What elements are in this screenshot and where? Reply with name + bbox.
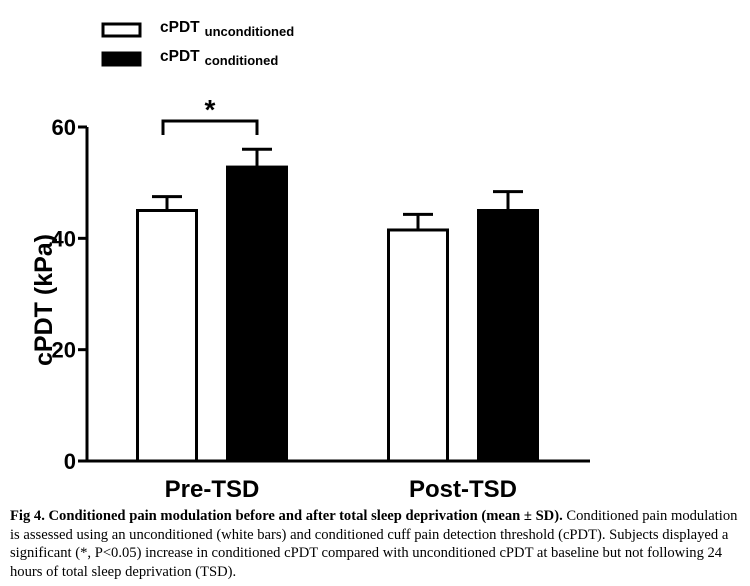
legend-label: cPDT conditioned xyxy=(160,48,278,68)
bar-conditioned-post-tsd xyxy=(477,209,539,463)
bracket-line xyxy=(161,119,259,135)
legend-label: cPDT unconditioned xyxy=(160,19,294,39)
y-tick-label: 20 xyxy=(52,338,76,363)
significance-bracket: * xyxy=(161,94,259,135)
y-axis: 0 20 40 60 xyxy=(52,115,89,474)
y-axis-label: cPDT (kPa) xyxy=(30,234,58,366)
x-tick-label: Pre-TSD xyxy=(165,476,260,500)
y-tick-label: 40 xyxy=(52,226,76,251)
chart: cPDT unconditioned cPDT conditioned cPDT (k… xyxy=(30,19,590,500)
figure-caption: Fig 4. Conditioned pain modulation befor… xyxy=(10,507,742,581)
caption-title: Fig 4. Conditioned pain modulation befor… xyxy=(10,508,563,524)
x-tick-label: Post-TSD xyxy=(409,476,517,500)
legend: cPDT unconditioned cPDT conditioned xyxy=(101,19,294,68)
legend-label-main: cPDT xyxy=(160,48,200,65)
significance-star: * xyxy=(205,94,216,125)
y-tick-label: 60 xyxy=(52,115,76,140)
bar-unconditioned-post-tsd xyxy=(387,228,449,463)
legend-swatch xyxy=(101,22,142,38)
caption-body: Conditioned pain modulation is assessed … xyxy=(10,508,738,580)
legend-label-sub: unconditioned xyxy=(205,24,295,39)
y-tick-label: 0 xyxy=(64,449,76,474)
x-axis: Pre-TSD Post-TSD xyxy=(85,459,590,500)
legend-swatch xyxy=(101,51,142,67)
bar-unconditioned-pre-tsd xyxy=(136,209,198,463)
bars xyxy=(136,147,539,463)
bar-conditioned-pre-tsd xyxy=(226,165,288,463)
legend-label-sub: conditioned xyxy=(205,53,279,68)
legend-label-main: cPDT xyxy=(160,19,200,36)
